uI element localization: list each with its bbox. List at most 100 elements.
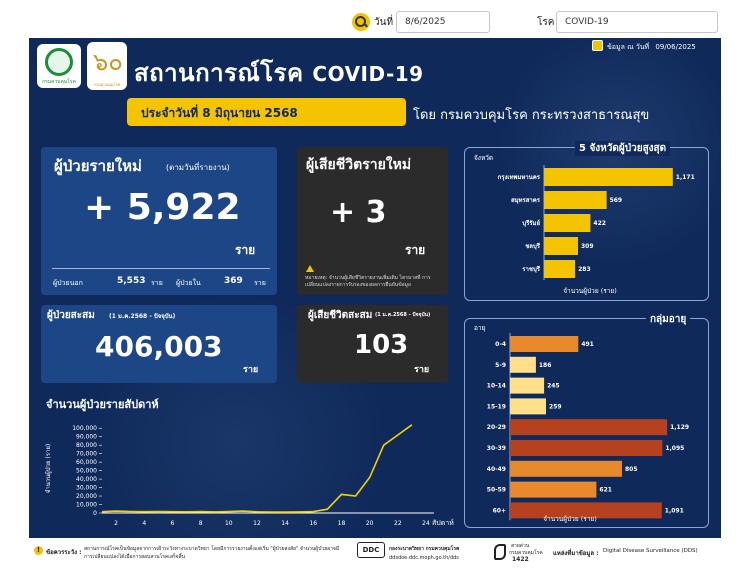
new-deaths-title: ผู้เสียชีวิตรายใหม่ [306, 157, 412, 173]
cumulative-title: ผู้ป่วยสะสม [47, 310, 95, 321]
inpatient-label: ผู้ป่วยใน [176, 279, 201, 287]
report-by-text: โดย กรมควบคุมโรค กระทรวงสาธารณสุข [413, 108, 650, 123]
x-tick-label: 6 [171, 520, 175, 527]
x-tick-label: 18 [338, 520, 346, 527]
weekly-cases-line [101, 424, 413, 513]
category-label: สมุทรสาคร [511, 197, 541, 204]
y-tick-label: 100,000 [72, 425, 97, 432]
search-icon[interactable] [352, 13, 370, 31]
x-axis-label: จำนวนผู้ป่วย (ราย) [563, 287, 616, 295]
y-tick-label: 0 [93, 510, 97, 517]
page-title-en: COVID-19 [312, 62, 424, 86]
cumulative-card [41, 305, 277, 383]
category-label: ชลบุรี [525, 242, 541, 250]
category-label: 40-49 [487, 466, 506, 473]
new-cases-title: ผู้ป่วยรายใหม่ [54, 157, 142, 175]
y-tick-label: 60,000 [76, 459, 97, 466]
bar-value-label: 569 [610, 197, 623, 204]
x-axis-label: จำนวนผู้ป่วย (ราย) [543, 515, 596, 523]
y-axis-label: อายุ [474, 324, 486, 332]
phone-icon [494, 544, 506, 560]
bar-value-label: 1,091 [665, 507, 684, 514]
bar-value-label: 259 [549, 403, 562, 410]
new-cases-subtitle: (ตามวันที่รายงาน) [166, 163, 230, 172]
bar [544, 214, 591, 232]
cumulative-subtitle: (1 ม.ค.2568 - ปัจจุบัน) [109, 313, 176, 320]
category-label: 0-4 [495, 341, 506, 348]
x-tick-label: 12 [253, 520, 261, 527]
updated-info: ข้อมูล ณ วันที่ 09/06/2025 [607, 42, 696, 53]
x-tick-label: 10 [225, 520, 233, 527]
category-label: 10-14 [487, 383, 506, 390]
new-cases-divider [52, 268, 270, 269]
footer-alert-text: สถานการณ์โรคเป็นข้อมูลจากการเฝ้าระวังทาง… [84, 546, 340, 560]
cumulative-deaths-card [297, 305, 448, 383]
category-label: 50-59 [487, 487, 506, 494]
cumulative-deaths-subtitle: (1 ม.ค.2568 - ปัจจุบัน) [375, 312, 431, 318]
bar-value-label: 283 [578, 266, 591, 273]
warning-icon [306, 265, 314, 272]
category-label: 15-19 [487, 403, 506, 410]
report-date-pill: ประจำวันที่ 8 มิถุนายน 2568 [127, 98, 406, 126]
bar [510, 502, 662, 519]
cumulative-value: 406,003 [95, 330, 223, 363]
bar-value-label: 245 [547, 383, 560, 390]
new-cases-unit: ราย [235, 243, 256, 257]
page-title: สถานการณ์โรค COVID-19 [134, 53, 424, 92]
date-filter-input[interactable]: 8/6/2025 [396, 11, 490, 33]
footer-source-label: แหล่งที่มาข้อมูล : [553, 550, 599, 557]
y-tick-label: 30,000 [76, 485, 97, 492]
anniversary-logo: ๖๐ กรมควบคุมโรค [87, 42, 127, 90]
bar-value-label: 805 [625, 466, 638, 473]
bar-value-label: 491 [581, 341, 594, 348]
bar [510, 398, 546, 415]
updated-date: 09/06/2025 [655, 43, 696, 51]
y-tick-label: 80,000 [76, 442, 97, 449]
outpatient-unit: ราย [151, 279, 163, 287]
bar [544, 168, 673, 186]
bar-value-label: 186 [539, 362, 552, 369]
x-tick-label: 22 [394, 520, 402, 527]
cumulative-deaths-title: ผู้เสียชีวิตสะสม [308, 310, 373, 321]
new-cases-value: + 5,922 [84, 187, 241, 228]
y-tick-label: 90,000 [76, 434, 97, 441]
inpatient-value: 369 [224, 276, 243, 286]
y-tick-label: 10,000 [76, 502, 97, 509]
bar [510, 356, 536, 373]
x-tick-label: 4 [142, 520, 146, 527]
ddc-logo: กรมควบคุมโรค [37, 44, 81, 88]
hotline-label: สายด่วน [511, 543, 530, 549]
bar [510, 336, 579, 352]
disease-filter-input[interactable]: COVID-19 [556, 11, 718, 33]
disease-filter-label: โรค [537, 17, 555, 28]
x-tick-label: 16 [309, 520, 317, 527]
footer-alert-label: ข้อควรระวัง : [46, 549, 82, 556]
bar [510, 481, 597, 498]
bar [510, 460, 622, 477]
x-tick-label: 14 [281, 520, 289, 527]
ddc-emblem-icon [45, 48, 73, 76]
age-group-panel [464, 318, 709, 528]
date-filter-label: วันที่ [374, 17, 394, 28]
outpatient-value: 5,553 [117, 276, 146, 286]
category-label: 30-39 [487, 445, 506, 452]
y-tick-label: 40,000 [76, 476, 97, 483]
updated-label: ข้อมูล ณ วันที่ [607, 43, 650, 51]
x-tick-label: 2 [114, 520, 118, 527]
top-provinces-chart: จังหวัดกรุงเทพมหานคร 1,171 สมุทรสาคร 569 บุร… [474, 154, 695, 295]
category-label: ราชบุรี [522, 265, 540, 273]
category-label: กรุงเทพมหานคร [498, 174, 541, 181]
cumulative-unit: ราย [243, 365, 259, 375]
cumulative-deaths-value: 103 [354, 330, 409, 360]
bar [544, 260, 576, 278]
new-deaths-unit: ราย [405, 243, 426, 257]
y-axis-label: จังหวัด [474, 154, 493, 162]
category-label: 20-29 [487, 424, 506, 431]
x-tick-label: 24 [422, 520, 430, 527]
anniversary-glyph: ๖๐ [93, 48, 123, 76]
cumulative-deaths-unit: ราย [414, 365, 430, 375]
outpatient-label: ผู้ป่วยนอก [53, 279, 83, 287]
alert-icon: ! [34, 546, 43, 555]
age-group-chart: อายุ 0-4 491 5-9 186 10-14 245 15-19 259 20-29 1,1… [474, 324, 689, 523]
